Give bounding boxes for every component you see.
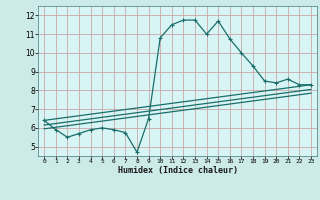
X-axis label: Humidex (Indice chaleur): Humidex (Indice chaleur) (118, 166, 238, 175)
